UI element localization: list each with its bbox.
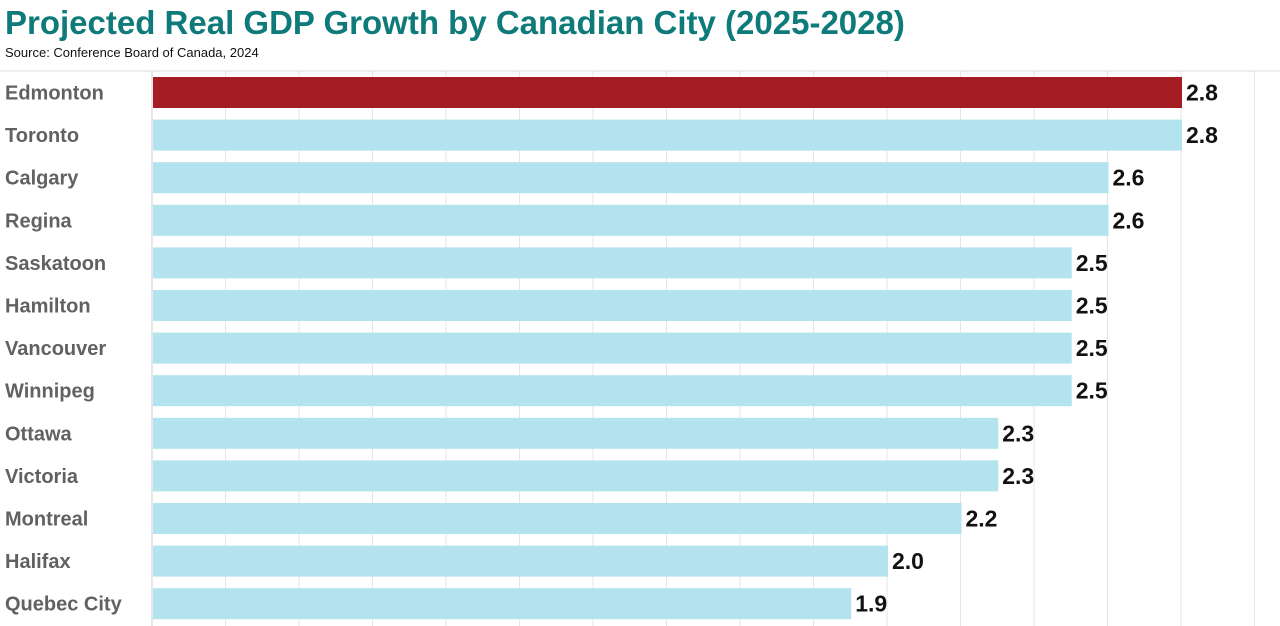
bar-hamilton xyxy=(153,290,1072,321)
value-label: 2.3 xyxy=(1002,463,1034,489)
bar-regina xyxy=(153,204,1109,236)
chart-source: Source: Conference Board of Canada, 2024 xyxy=(5,45,259,60)
value-label: 2.3 xyxy=(1002,420,1034,446)
category-label: Edmonton xyxy=(5,83,104,105)
category-label: Saskatoon xyxy=(5,253,106,275)
bar-quebec-city xyxy=(153,588,852,620)
chart-title: Projected Real GDP Growth by Canadian Ci… xyxy=(5,4,905,41)
category-label: Vancouver xyxy=(5,338,106,360)
value-label: 2.2 xyxy=(966,506,998,532)
bar-edmonton xyxy=(153,77,1182,108)
bar-montreal xyxy=(153,503,962,534)
category-label: Hamilton xyxy=(5,296,91,318)
value-label: 2.5 xyxy=(1076,250,1108,276)
bar-saskatoon xyxy=(153,247,1072,279)
category-label: Ottawa xyxy=(5,423,73,445)
category-label: Victoria xyxy=(5,466,79,488)
value-label: 2.6 xyxy=(1113,207,1145,233)
bar-halifax xyxy=(153,545,888,577)
value-label: 2.5 xyxy=(1076,293,1108,319)
value-label: 2.0 xyxy=(892,548,924,574)
value-label: 2.8 xyxy=(1186,80,1218,106)
value-label: 1.9 xyxy=(855,591,887,617)
bar-victoria xyxy=(153,460,999,492)
value-labels: 2.82.82.62.62.52.52.52.52.32.32.22.01.9 xyxy=(855,80,1218,617)
bar-vancouver xyxy=(153,332,1072,364)
category-label: Winnipeg xyxy=(5,381,95,403)
category-label: Montreal xyxy=(5,509,88,531)
bars xyxy=(153,77,1182,620)
category-labels: Edmonton Toronto Calgary Regina Saskatoon Ham… xyxy=(5,83,123,616)
value-label: 2.6 xyxy=(1113,165,1145,191)
category-label: Toronto xyxy=(5,125,79,147)
category-label: Regina xyxy=(5,210,73,232)
value-label: 2.8 xyxy=(1186,122,1218,148)
value-label: 2.5 xyxy=(1076,378,1108,404)
bar-calgary xyxy=(153,162,1109,194)
bar-winnipeg xyxy=(153,375,1072,407)
category-label: Quebec City xyxy=(5,594,123,616)
bar-ottawa xyxy=(153,417,999,449)
category-label: Calgary xyxy=(5,168,79,190)
category-label: Halifax xyxy=(5,551,71,573)
bar-toronto xyxy=(153,119,1182,151)
value-label: 2.5 xyxy=(1076,335,1108,361)
